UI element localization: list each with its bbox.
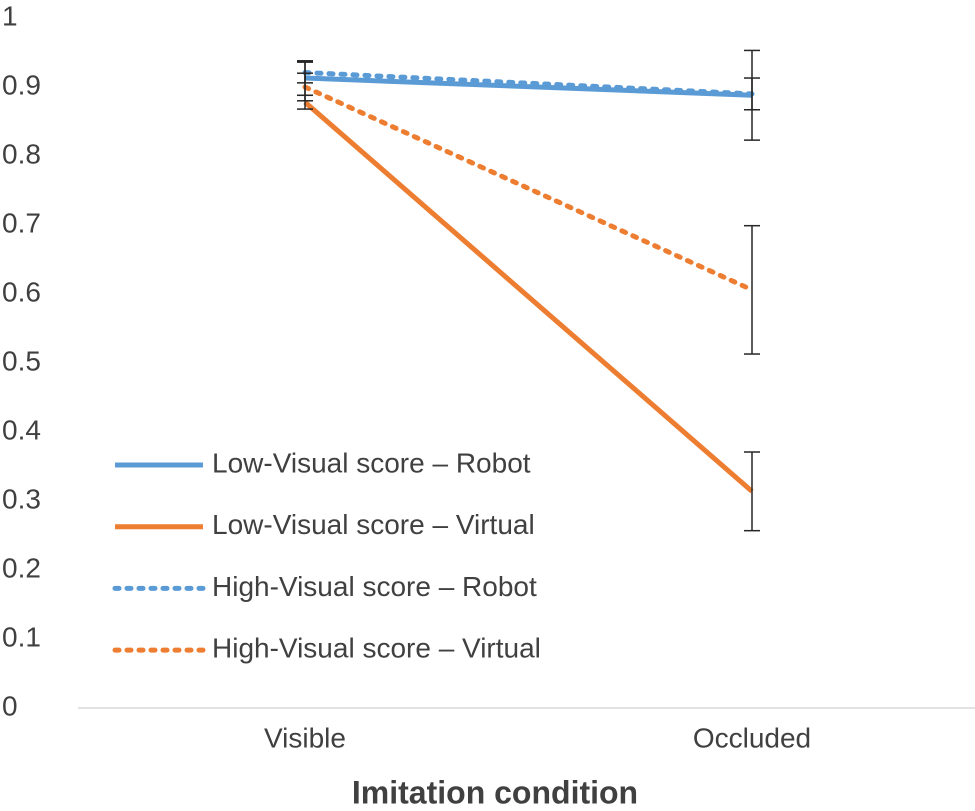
y-tick-label: 1 — [2, 0, 18, 31]
y-tick-label: 0.9 — [2, 69, 41, 100]
y-tick-label: 0.3 — [2, 483, 41, 514]
legend-label: Low-Visual score – Robot — [212, 447, 531, 478]
error-bar — [744, 77, 760, 111]
error-bar — [744, 224, 760, 355]
error-bar — [744, 451, 760, 532]
legend-label: High-Visual score – Robot — [212, 571, 537, 602]
x-tick-label: Visible — [264, 722, 346, 753]
x-axis-title: Imitation condition — [352, 774, 638, 810]
y-tick-label: 0 — [2, 690, 18, 721]
series-line — [304, 75, 753, 98]
error-bar — [297, 72, 313, 102]
series-line — [302, 70, 755, 97]
legend-label: Low-Visual score – Virtual — [212, 509, 535, 540]
y-tick-label: 0.8 — [2, 138, 41, 169]
x-tick-label: Occluded — [693, 722, 811, 753]
y-tick-label: 0.6 — [2, 276, 41, 307]
series-line — [303, 100, 754, 494]
y-tick-label: 0.5 — [2, 345, 41, 376]
y-tick-label: 0.1 — [2, 621, 41, 652]
y-tick-label: 0.4 — [2, 414, 41, 445]
y-tick-label: 0.7 — [2, 207, 41, 238]
legend-label: High-Visual score – Virtual — [212, 632, 541, 663]
series-line — [302, 84, 755, 293]
y-tick-label: 0.2 — [2, 552, 41, 583]
